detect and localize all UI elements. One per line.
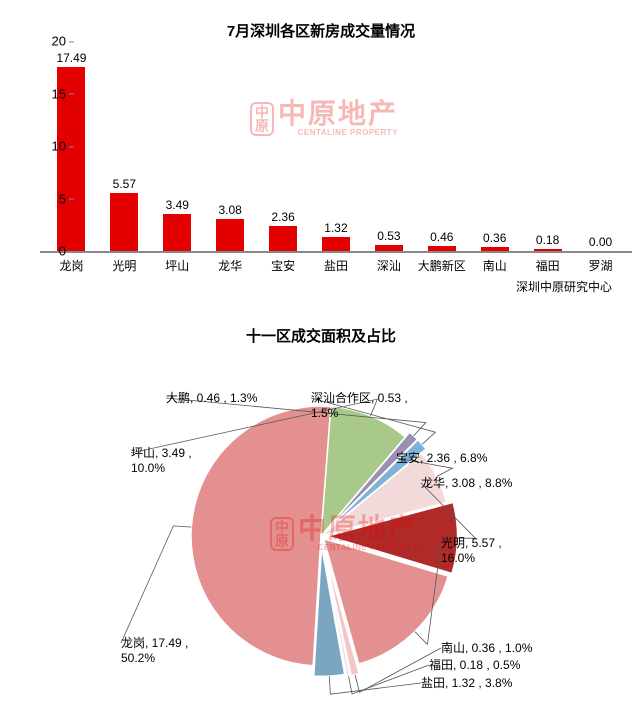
x-label: 福田	[521, 257, 574, 274]
x-label: 罗湖	[574, 257, 627, 274]
bar-chart-title: 7月深圳各区新房成交量情况	[10, 20, 632, 41]
pie-slice-label: 宝安, 2.36 , 6.8%	[396, 451, 487, 466]
bar-col: 3.08	[204, 203, 257, 251]
bar-y-axis: 05101520	[40, 41, 70, 251]
pie-slice-label: 光明, 5.57 ,16.0%	[441, 536, 502, 566]
bar-rect	[375, 245, 403, 251]
bar-col: 5.57	[98, 177, 151, 251]
x-label: 深汕	[362, 257, 415, 274]
bar-col: 1.32	[310, 221, 363, 251]
pie-leader	[329, 676, 421, 694]
bar-value-label: 0.36	[483, 231, 506, 245]
pie-slice-label: 大鹏, 0.46 , 1.3%	[166, 391, 257, 406]
bar-rect	[481, 247, 509, 251]
x-label: 龙华	[204, 257, 257, 274]
bar-value-label: 1.32	[324, 221, 347, 235]
x-label: 大鹏新区	[415, 257, 468, 274]
bar-value-label: 0.18	[536, 233, 559, 247]
pie-svg	[181, 396, 461, 676]
y-tick: 0	[59, 244, 66, 259]
x-label: 龙岗	[45, 257, 98, 274]
pie-slice-label: 龙华, 3.08 , 8.8%	[421, 476, 512, 491]
bar-col: 0.36	[468, 231, 521, 251]
bar-rect	[534, 249, 562, 251]
y-tick: 5	[59, 191, 66, 206]
pie-slice-label: 南山, 0.36 , 1.0%	[441, 641, 532, 656]
bar-col: 0.00	[574, 235, 627, 251]
bar-col: 0.53	[362, 229, 415, 251]
bar-x-axis: 龙岗光明坪山龙华宝安盐田深汕大鹏新区南山福田罗湖	[40, 253, 632, 274]
bar-value-label: 2.36	[271, 210, 294, 224]
bar-col: 0.46	[415, 230, 468, 251]
bar-value-label: 3.08	[218, 203, 241, 217]
x-label: 宝安	[257, 257, 310, 274]
y-tick: 10	[52, 139, 66, 154]
bar-source-label: 深圳中原研究中心	[10, 278, 612, 295]
bar-value-label: 0.00	[589, 235, 612, 249]
bar-rect	[322, 237, 350, 251]
bar-rect	[428, 246, 456, 251]
bar-col: 0.18	[521, 233, 574, 251]
pie-slice	[191, 406, 331, 666]
x-label: 光明	[98, 257, 151, 274]
bar-rect	[163, 214, 191, 251]
x-label: 盐田	[310, 257, 363, 274]
bar-col: 3.49	[151, 198, 204, 251]
bar-value-label: 5.57	[113, 177, 136, 191]
bar-plot-area: 05101520 17.495.573.493.082.361.320.530.…	[40, 41, 632, 253]
pie-chart: 十一区成交面积及占比 龙华, 3.08 , 8.8% 光明, 5.57 ,16.0…	[10, 325, 632, 716]
x-label: 坪山	[151, 257, 204, 274]
bar-rect	[216, 219, 244, 251]
bar-rect	[269, 226, 297, 251]
pie-slice-label: 深汕合作区, 0.53 ,1.5%	[311, 391, 408, 421]
pie-slice-label: 龙岗, 17.49 ,50.2%	[121, 636, 188, 666]
y-tick: 20	[52, 34, 66, 49]
bar-value-label: 0.46	[430, 230, 453, 244]
pie-chart-title: 十一区成交面积及占比	[10, 325, 632, 346]
bar-chart: 7月深圳各区新房成交量情况 05101520 17.495.573.493.08…	[10, 20, 632, 295]
x-label: 南山	[468, 257, 521, 274]
pie-slice-label: 坪山, 3.49 ,10.0%	[131, 446, 192, 476]
bar-col: 2.36	[257, 210, 310, 251]
bar-rect	[110, 193, 138, 251]
pie-slice-label: 盐田, 1.32 , 3.8%	[421, 676, 512, 691]
pie-slice-label: 福田, 0.18 , 0.5%	[429, 658, 520, 673]
pie-plot-area: 龙华, 3.08 , 8.8% 光明, 5.57 ,16.0% 南山, 0.36 ,…	[21, 356, 621, 716]
bar-value-label: 3.49	[166, 198, 189, 212]
bar-value-label: 0.53	[377, 229, 400, 243]
y-tick: 15	[52, 86, 66, 101]
